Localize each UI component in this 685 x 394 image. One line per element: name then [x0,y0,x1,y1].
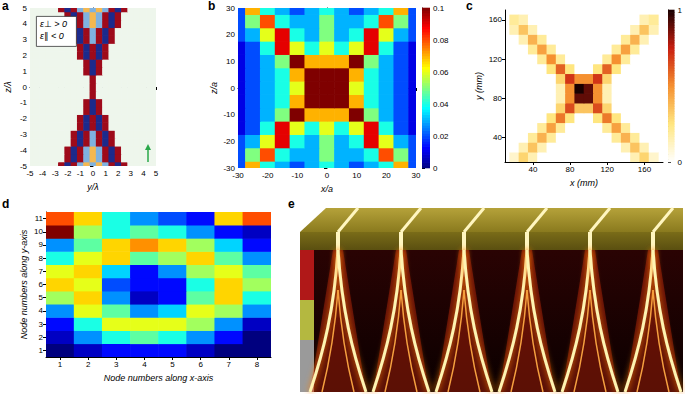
svg-text:-5: -5 [26,169,34,178]
svg-text:-4: -4 [20,146,28,155]
svg-text:0: 0 [678,158,683,167]
svg-text:4: 4 [142,360,147,369]
svg-text:10: 10 [352,171,361,180]
svg-text:2: 2 [39,333,44,342]
svg-text:-3: -3 [52,169,60,178]
svg-text:e: e [288,197,295,211]
svg-text:-20: -20 [262,171,274,180]
svg-text:10: 10 [226,57,235,66]
svg-text:-20: -20 [223,137,235,146]
svg-text:5: 5 [23,4,28,13]
svg-text:-4: -4 [39,169,47,178]
svg-text:-2: -2 [20,114,28,123]
svg-text:5: 5 [170,360,175,369]
svg-text:0: 0 [231,84,236,93]
svg-text:0.06: 0.06 [433,68,449,77]
svg-text:30: 30 [226,4,235,13]
svg-text:ε∥ < 0: ε∥ < 0 [40,31,64,41]
svg-text:-1: -1 [77,169,85,178]
svg-text:c: c [466,0,473,13]
svg-text:5: 5 [154,169,159,178]
svg-text:Node numbers along y-axis: Node numbers along y-axis [19,229,29,339]
svg-text:d: d [2,197,9,211]
svg-text:-1: -1 [20,98,28,107]
svg-text:0.02: 0.02 [433,132,449,141]
svg-text:-2: -2 [64,169,72,178]
svg-text:z/λ: z/λ [3,81,13,93]
svg-text:3: 3 [129,169,134,178]
svg-text:5: 5 [39,293,44,302]
svg-text:80: 80 [566,165,575,174]
svg-text:20: 20 [382,171,391,180]
svg-text:Node numbers along x-axis: Node numbers along x-axis [104,373,214,383]
svg-text:0: 0 [433,164,438,173]
svg-text:0: 0 [325,171,330,180]
svg-text:-10: -10 [292,171,304,180]
svg-text:3: 3 [114,360,119,369]
svg-text:0: 0 [91,169,96,178]
svg-text:-3: -3 [20,130,28,139]
svg-text:-5: -5 [19,161,27,171]
svg-text:0: 0 [23,83,28,92]
svg-text:2: 2 [86,360,91,369]
svg-text:y/λ: y/λ [86,182,98,192]
svg-text:1: 1 [58,360,63,369]
svg-text:y (mm): y (mm) [474,72,484,101]
svg-text:7: 7 [39,267,44,276]
svg-text:160: 160 [489,15,503,24]
svg-text:z/a: z/a [209,82,219,95]
svg-text:40: 40 [493,133,502,142]
svg-text:2: 2 [116,169,121,178]
svg-text:-10: -10 [223,110,235,119]
svg-text:4: 4 [39,306,44,315]
svg-text:8: 8 [255,360,260,369]
svg-text:2: 2 [23,51,28,60]
svg-text:20: 20 [226,30,235,39]
svg-text:4: 4 [23,19,28,28]
svg-text:1: 1 [678,6,683,15]
svg-text:1: 1 [39,346,44,355]
svg-text:6: 6 [198,360,203,369]
svg-text:30: 30 [412,171,421,180]
svg-text:160: 160 [638,165,652,174]
svg-text:0.1: 0.1 [433,4,445,13]
svg-text:4: 4 [141,169,146,178]
svg-text:x/a: x/a [320,184,333,194]
svg-text:-30: -30 [223,163,235,173]
svg-text:80: 80 [493,94,502,103]
svg-text:1: 1 [23,67,28,76]
svg-text:120: 120 [601,165,615,174]
svg-text:7: 7 [227,360,232,369]
svg-text:10: 10 [34,227,43,236]
svg-text:3: 3 [23,35,28,44]
svg-text:6: 6 [39,280,44,289]
svg-text:a: a [2,0,9,13]
svg-text:0.08: 0.08 [433,36,449,45]
svg-text:-30: -30 [232,171,244,180]
svg-text:ε⊥ > 0: ε⊥ > 0 [40,19,67,29]
svg-text:11: 11 [35,214,44,223]
svg-text:x (mm): x (mm) [569,178,598,188]
svg-text:9: 9 [39,240,44,249]
svg-text:b: b [208,0,215,13]
svg-text:1: 1 [103,169,108,178]
svg-text:40: 40 [528,165,537,174]
svg-text:3: 3 [39,320,44,329]
svg-text:0.04: 0.04 [433,100,449,109]
svg-text:8: 8 [39,254,44,263]
svg-text:120: 120 [489,55,503,64]
